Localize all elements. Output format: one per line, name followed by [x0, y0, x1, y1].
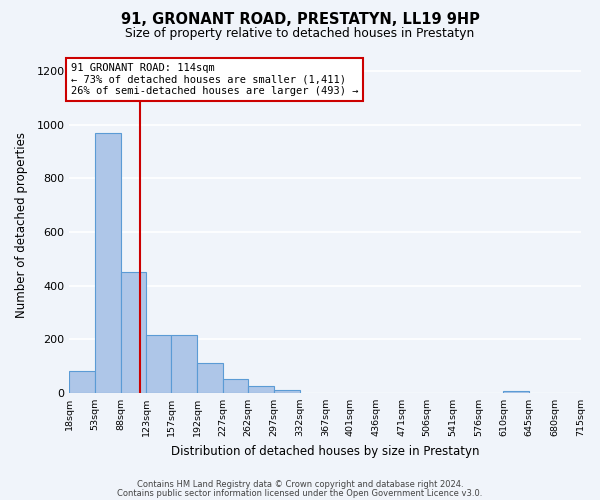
- Bar: [503, 392, 529, 393]
- Bar: [248, 386, 274, 393]
- Bar: [146, 335, 171, 393]
- Text: 91, GRONANT ROAD, PRESTATYN, LL19 9HP: 91, GRONANT ROAD, PRESTATYN, LL19 9HP: [121, 12, 479, 28]
- Bar: [95, 132, 121, 393]
- Bar: [70, 372, 95, 393]
- Text: Contains HM Land Registry data © Crown copyright and database right 2024.: Contains HM Land Registry data © Crown c…: [137, 480, 463, 489]
- Bar: [171, 335, 197, 393]
- Bar: [223, 380, 248, 393]
- Bar: [274, 390, 299, 393]
- Bar: [197, 364, 223, 393]
- X-axis label: Distribution of detached houses by size in Prestatyn: Distribution of detached houses by size …: [170, 444, 479, 458]
- Bar: [121, 272, 146, 393]
- Text: 91 GRONANT ROAD: 114sqm
← 73% of detached houses are smaller (1,411)
26% of semi: 91 GRONANT ROAD: 114sqm ← 73% of detache…: [71, 63, 358, 96]
- Text: Contains public sector information licensed under the Open Government Licence v3: Contains public sector information licen…: [118, 488, 482, 498]
- Y-axis label: Number of detached properties: Number of detached properties: [15, 132, 28, 318]
- Text: Size of property relative to detached houses in Prestatyn: Size of property relative to detached ho…: [125, 28, 475, 40]
